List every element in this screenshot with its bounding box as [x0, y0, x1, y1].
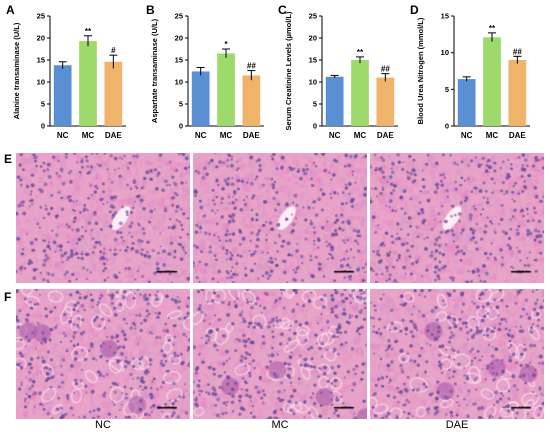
chart-alt: Alanine transaminase (U/L) 0 5 10 15 20 25 NC **… [12, 12, 126, 140]
micrograph-canvas [193, 289, 367, 419]
y-tick-label: 20 [309, 34, 317, 43]
x-tick-label: MC [220, 131, 233, 140]
x-tick-label: NC [57, 131, 69, 140]
y-tick-label: 0 [41, 122, 45, 131]
micrograph-kidney-dae: 100 µm [370, 289, 544, 419]
micrograph-canvas [16, 289, 190, 419]
x-tick-label: MC [354, 131, 367, 140]
panel-letter-f: F [4, 290, 12, 304]
y-axis-label: Blood Urea Nitrogen (mmol/L) [416, 17, 425, 124]
micrograph-canvas [193, 153, 367, 283]
y-tick-label: 0 [313, 122, 317, 131]
y-tick-label: 0 [445, 122, 449, 131]
chart-ast: Aspartate transaminase (U/L) 0 5 10 15 20 25 NC… [150, 12, 264, 140]
scale-bar-label: 100 µm [518, 269, 529, 273]
y-tick-label: 0 [179, 122, 183, 131]
x-tick-label: NC [461, 131, 473, 140]
bar [79, 41, 97, 126]
y-tick-label: 5 [445, 85, 449, 94]
group-label-nc: NC [95, 419, 111, 431]
bar [242, 75, 261, 126]
bar [351, 60, 369, 126]
micrograph-liver-mc: 100 µm [193, 153, 367, 283]
micrograph-liver-dae: 100 µm [370, 153, 544, 283]
significance-label: # [111, 46, 116, 55]
y-tick-label: 25 [37, 12, 45, 21]
bar [483, 37, 501, 127]
panel-letter-a: A [6, 3, 15, 17]
significance-label: ** [357, 48, 364, 57]
scale-bar-label: 100 µm [164, 269, 175, 273]
micrograph-liver-nc: 100 µm [16, 153, 190, 283]
bar [191, 71, 210, 126]
scale-bar-label: 100 µm [518, 405, 529, 409]
y-tick-label: 20 [37, 34, 45, 43]
y-tick-label: 5 [179, 100, 183, 109]
significance-label: ## [381, 65, 390, 74]
y-tick-label: 10 [309, 78, 317, 87]
panel-letter-e: E [4, 152, 13, 166]
bar [104, 61, 123, 127]
x-tick-label: DAE [377, 131, 395, 140]
chart-bun: Blood Urea Nitrogen (mmol/L) 0 5 10 15 NC ** MC… [416, 12, 530, 140]
bar [376, 77, 395, 126]
x-tick-label: NC [329, 131, 341, 140]
micrograph-kidney-mc: 100 µm [193, 289, 367, 419]
y-tick-label: 10 [37, 78, 45, 87]
y-tick-label: 20 [175, 34, 183, 43]
significance-label: ** [489, 24, 496, 33]
y-tick-label: 15 [37, 56, 45, 65]
bar [508, 60, 527, 126]
y-tick-label: 15 [175, 56, 183, 65]
significance-label: * [224, 40, 228, 49]
panel-letter-d: D [410, 3, 419, 17]
bar [325, 76, 344, 126]
y-tick-label: 15 [309, 56, 317, 65]
y-tick-label: 25 [175, 12, 183, 21]
significance-label: ** [85, 27, 92, 36]
y-tick-label: 15 [441, 12, 449, 21]
significance-label: ## [247, 62, 256, 71]
chart-scr: Serum Creatinine Levels (µmol/L) 0 5 10 15 20… [284, 11, 398, 140]
y-tick-label: 10 [175, 78, 183, 87]
group-label-dae: DAE [445, 419, 469, 431]
panel-letter-c: C [278, 3, 287, 17]
micrograph-canvas [370, 289, 544, 419]
y-tick-label: 5 [41, 100, 45, 109]
y-axis-label: Serum Creatinine Levels (µmol/L) [284, 11, 293, 130]
bar [217, 53, 235, 126]
x-tick-label: MC [82, 131, 95, 140]
y-tick-label: 10 [441, 48, 449, 57]
y-axis-label: Alanine transaminase (U/L) [12, 22, 21, 119]
x-tick-label: DAE [243, 131, 261, 140]
scale-bar-label: 100 μm [164, 405, 175, 409]
micrograph-canvas [370, 153, 544, 283]
x-tick-label: DAE [509, 131, 527, 140]
significance-label: ## [513, 47, 522, 56]
panel-letter-b: B [146, 3, 155, 17]
bar [53, 65, 72, 126]
y-axis-label: Aspartate transaminase (U/L) [150, 18, 159, 123]
micrograph-canvas [16, 153, 190, 283]
x-tick-label: DAE [105, 131, 123, 140]
x-tick-label: NC [195, 131, 207, 140]
y-tick-label: 5 [313, 100, 317, 109]
group-label-mc: MC [271, 419, 289, 431]
bar [457, 79, 476, 126]
scale-bar-label: 100 µm [341, 405, 352, 409]
scale-bar-label: 100 µm [341, 269, 352, 273]
y-tick-label: 25 [309, 12, 317, 21]
micrograph-kidney-nc: 100 μm [16, 289, 190, 419]
x-tick-label: MC [486, 131, 499, 140]
